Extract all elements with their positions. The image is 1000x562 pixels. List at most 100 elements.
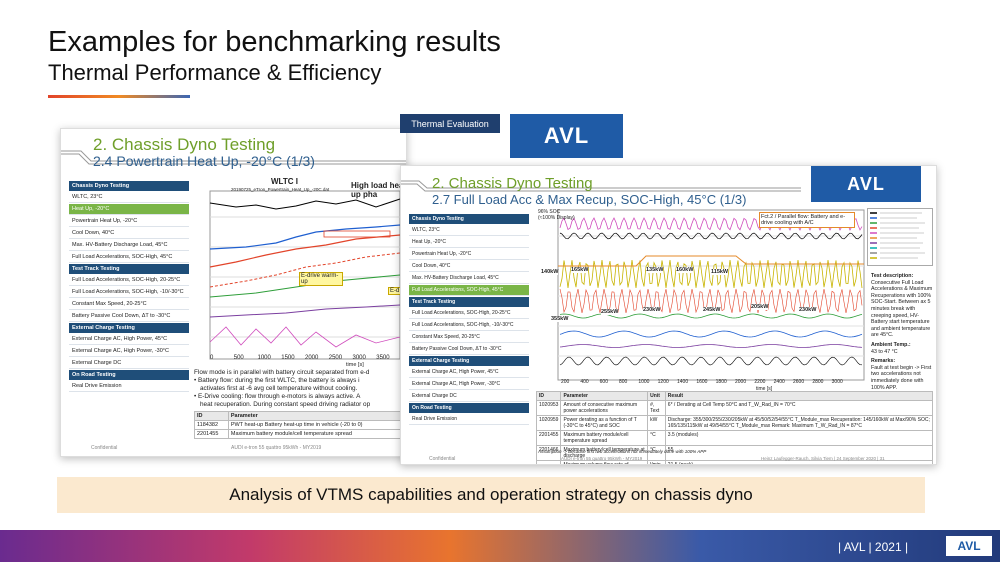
menu-section: External Charge Testing [69,323,189,333]
menu-item: External Charge DC [409,391,529,402]
x-tick-label: 1400 [677,379,689,385]
x-tick-label: 1600 [696,379,708,385]
power-label: 160kW [676,267,694,273]
table-cell: 1184382 [194,420,229,430]
table-cell: l/min [647,460,666,464]
table-cell: Maximum volume flow rate of battery cool… [560,460,649,464]
footer-vehicle: AUDI e-tron 55 quattro 95kWh - MY2019 [561,456,643,461]
annotation: E-d A/C [388,287,406,295]
x-tick-label: 2000 [735,379,747,385]
menu-item: Constant Max Speed, 20-25°C [69,299,189,310]
menu-item: Powertrain Heat Up, -20°C [409,249,529,260]
table-cell: 1020953 [535,400,562,416]
power-label: 205kW [751,304,769,310]
table-cell: kW [647,415,666,431]
note-line: • E-Drive cooling: flow through e-motors… [194,393,361,400]
menu-item: Real Drive Emission [69,381,189,392]
menu-item: Full Load Accelerations, SOC-High, -10/-… [69,287,189,298]
slide-subheading: 2.7 Full Load Acc & Max Recup, SOC-High,… [432,192,747,207]
badge: Thermal Evaluation [400,114,500,133]
x-tick-label: 2600 [793,379,805,385]
table-cell: PWT heat-up Battery heat-up time in vehi… [227,420,405,430]
description-title: Test description: [871,273,914,279]
x-tick-label: 200 [561,379,570,385]
footer-vehicle: AUDI e-tron 55 quattro 95kWh - MY2019 [231,445,322,451]
description-text: Fault at test begin -> First two acceler… [871,364,932,391]
slide-heading: 2. Chassis Dyno Testing [93,135,276,154]
header-cell: ID [535,391,562,401]
note-line: heat recuperation. During constant speed… [200,401,371,408]
x-tick-label: 800 [619,379,628,385]
menu-item: Battery Passive Cool Down, ΔT to -30°C [69,311,189,322]
menu-item: Constant Max Speed, 20-25°C [409,332,529,343]
header-cell: Parameter [560,391,649,401]
menu-section: External Charge Testing [409,356,529,366]
annotation: High load heat-up pha [351,181,407,199]
callout: Fct.2 / Parallel flow: Battery and e-dri… [759,212,855,228]
menu-section: Test Track Testing [409,297,529,307]
title: Examples for benchmarking results [48,26,501,58]
chart-note: 96% SOC (≈100% Display) [538,209,575,221]
heading-lines [401,180,801,192]
menu-item: Full Load Accelerations, SOC-High, 20-25… [409,308,529,319]
param-table: ID Parameter Unit Result 1020953 Amount of co… [535,391,934,464]
trace [559,356,863,366]
menu-item: Full Load Accelerations, SOC-High, 45°C [69,252,189,263]
table-row: 2201455 Maximum battery module/cell tempe… [194,429,405,439]
table-header: ID Parameter Unit Result [535,391,934,401]
description-title: Remarks: [871,358,896,365]
x-tick-label: 2800 [812,379,824,385]
footer-confidential: Confidential [429,456,456,462]
note-line: • Battery flow: during the first WLTC, t… [194,377,360,384]
annotation: E-drive warm-up [299,272,343,286]
menu-item: External Charge AC, High Power, 45°C [409,367,529,378]
menu-section: On Road Testing [409,403,529,413]
menu-item: Cool Down, 40°C [409,261,529,272]
power-label: 355kW [551,316,569,322]
table-cell: #, Text [647,400,666,416]
menu: Chassis Dyno Testing WLTC, 23°C Heat Up, -… [69,181,189,392]
menu-item: Full Load Accelerations, SOC-High, -10/-… [409,320,529,331]
table-cell: Maximum battery module/cell temperature … [227,429,405,439]
footnote: Assumption -> Because first two accelera… [538,449,707,454]
right-slide: 2. Chassis Dyno Testing 2.7 Full Load Ac… [400,165,937,465]
table-row: -Maximum volume flow rate of battery coo… [535,460,934,464]
table-cell: 1020959 [535,415,562,431]
power-label: 115kW [711,269,729,275]
footer-band [0,530,1000,562]
menu-item: External Charge AC, High Power, -30°C [69,346,189,357]
table-cell: 3.5 (modules) [664,430,934,446]
power-label: 135kW [646,267,664,273]
menu-item: Powertrain Heat Up, -20°C [69,216,189,227]
table-header: ID Parameter [194,411,405,421]
menu-item: Heat Up, -20°C [409,237,529,248]
logo: AVL [510,114,623,158]
slide-heading: 2. Chassis Dyno Testing [432,175,593,192]
menu-section: On Road Testing [69,370,189,380]
header-cell: Result [664,391,934,401]
description-text: Consecutive Full Load Accelerations & Ma… [871,279,933,339]
header-cell: ID [194,411,229,421]
x-tick-label: 3000 [831,379,843,385]
table-cell: 6* / Derating at Cell Temp 50°C and T_W_… [664,400,934,416]
power-label: 165kW [571,267,589,273]
power-label: 230kW [799,307,817,313]
footer-confidential: Confidential [91,445,118,451]
table-cell: 2201455 [535,430,562,446]
menu-item: Cool Down, 40°C [69,228,189,239]
menu-item: Real Drive Emission [409,414,529,425]
table-cell: - [535,460,562,464]
x-tick-label: 1800 [715,379,727,385]
power-label: 245kW [703,307,721,313]
table-cell: °C [647,430,666,446]
menu-item: Full Load Accelerations, SOC-High, 45°C [409,285,529,296]
table-cell: Maximum battery module/cell temperature … [560,430,649,446]
note-line: Flow mode is in parallel with battery ci… [194,369,370,376]
menu-item: WLTC, 23°C [69,192,189,203]
table-row: 1020953 Amount of consecutive maximum pow… [535,400,934,416]
menu-item: Heat Up, -20°C [69,204,189,215]
x-tick-label: 2200 [754,379,766,385]
note-line: activates first at -6 avg cell temperatu… [200,385,358,392]
footer-author: Heinz Laufegger-Rauch, Silvia Tiem | 24 … [761,456,885,461]
table-row: 1020959 Power derating as a function of T… [535,415,934,431]
